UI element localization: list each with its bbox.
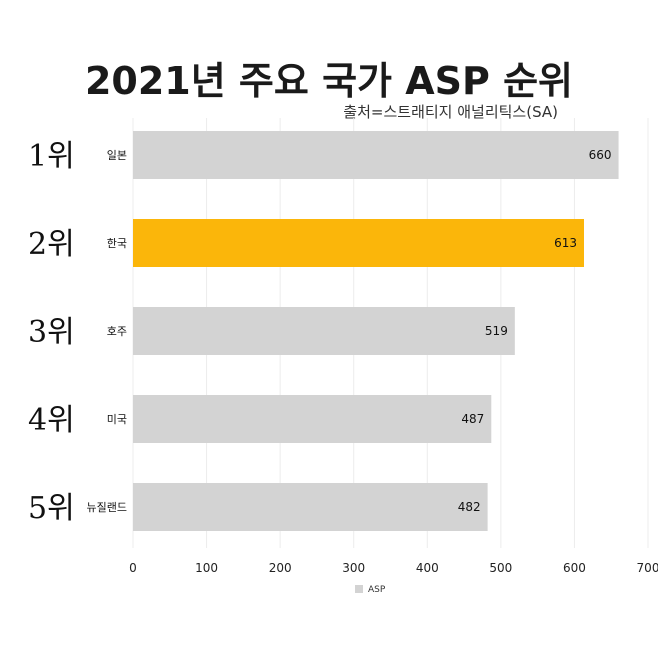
x-tick-label: 500 (489, 561, 512, 575)
chart-title: 2021년 주요 국가 ASP 순위 (84, 59, 574, 103)
bar-3 (133, 307, 515, 355)
bar-value-label: 487 (461, 412, 484, 426)
x-tick-label: 200 (269, 561, 292, 575)
legend-label: ASP (368, 585, 386, 595)
category-label: 뉴질랜드 (87, 501, 127, 514)
x-tick-label: 100 (195, 561, 218, 575)
category-label: 일본 (107, 148, 127, 162)
category-label: 미국 (107, 413, 127, 426)
rank-label: 4위 (28, 403, 75, 438)
x-tick-label: 400 (416, 561, 439, 575)
bar-value-label: 519 (485, 324, 508, 338)
x-tick-label: 300 (342, 561, 365, 575)
x-tick-label: 0 (129, 561, 137, 575)
rank-label: 3위 (28, 315, 75, 350)
x-tick-label: 700 (637, 561, 658, 575)
bar-2 (133, 219, 584, 267)
x-tick-label: 600 (563, 561, 586, 575)
rank-label: 1위 (28, 139, 75, 174)
bar-5 (133, 483, 488, 531)
category-label: 한국 (107, 237, 127, 250)
bar-value-label: 613 (554, 236, 577, 250)
rank-label: 5위 (28, 491, 75, 526)
bar-value-label: 482 (458, 500, 481, 514)
bar-1 (133, 131, 619, 179)
bar-4 (133, 395, 492, 443)
legend-swatch (355, 585, 363, 593)
chart-subtitle: 출처=스트래티지 애널리틱스(SA) (343, 103, 558, 121)
category-label: 호주 (107, 325, 127, 338)
bar-value-label: 660 (589, 148, 612, 162)
rank-label: 2위 (28, 227, 75, 262)
